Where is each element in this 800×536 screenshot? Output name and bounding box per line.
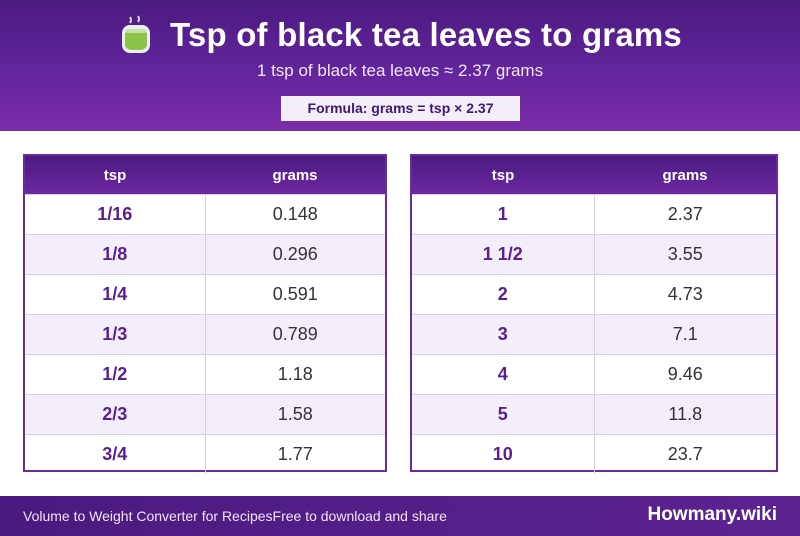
header: Tsp of black tea leaves to grams 1 tsp o… (0, 0, 800, 131)
table-header: tsp grams (412, 156, 776, 194)
tsp-cell: 1/2 (25, 355, 206, 394)
footer: Volume to Weight Converter for RecipesFr… (0, 496, 800, 536)
table-row: 4 9.46 (412, 354, 776, 394)
tsp-cell: 3 (412, 315, 595, 354)
grams-cell: 9.46 (667, 364, 703, 384)
grams-cell: 0.296 (272, 244, 318, 264)
conversion-table-left: tsp grams 1/16 0.148 1/8 0.296 1/4 0.591… (23, 154, 387, 474)
table-row: 1/16 0.148 (25, 194, 385, 234)
grams-cell: 0.148 (272, 204, 318, 224)
tea-cup-icon (122, 15, 150, 53)
tsp-cell: 1/3 (25, 315, 206, 354)
table-row: 1/4 0.591 (25, 274, 385, 314)
grams-cell: 1.58 (277, 404, 313, 424)
tsp-cell: 1/16 (25, 195, 206, 234)
footer-tagline: Volume to Weight Converter for RecipesFr… (23, 508, 447, 524)
tsp-cell: 1 (412, 195, 595, 234)
table-row: 1/3 0.789 (25, 314, 385, 354)
grams-cell: 23.7 (667, 444, 703, 464)
tsp-cell: 10 (412, 435, 595, 474)
grams-cell: 2.37 (667, 204, 703, 224)
column-header-tsp: tsp (103, 166, 127, 184)
page-title: Tsp of black tea leaves to grams (170, 16, 682, 53)
tsp-cell: 3/4 (25, 435, 206, 474)
grams-cell: 3.55 (667, 244, 703, 264)
table-row: 10 23.7 (412, 434, 776, 474)
table-row: 3 7.1 (412, 314, 776, 354)
tsp-cell: 5 (412, 395, 595, 434)
grams-cell: 7.1 (672, 324, 698, 344)
page-subtitle: 1 tsp of black tea leaves ≈ 2.37 grams (256, 61, 544, 80)
table-row: 1/2 1.18 (25, 354, 385, 394)
table-row: 1 2.37 (412, 194, 776, 234)
table-row: 1 1/2 3.55 (412, 234, 776, 274)
grams-cell: 0.591 (272, 284, 318, 304)
grams-cell: 1.18 (277, 364, 313, 384)
formula-badge: Formula: grams = tsp × 2.37 (281, 96, 520, 121)
title-row: Tsp of black tea leaves to grams (0, 14, 800, 56)
table-row: 2/3 1.58 (25, 394, 385, 434)
tsp-cell: 2 (412, 275, 595, 314)
column-header-grams: grams (662, 166, 708, 184)
conversion-table-right: tsp grams 1 2.37 1 1/2 3.55 2 4.73 3 7.1… (410, 154, 778, 474)
column-header-tsp: tsp (491, 166, 515, 184)
footer-brand[interactable]: Howmany.wiki (647, 504, 777, 525)
tsp-cell: 2/3 (25, 395, 206, 434)
table-row: 1/8 0.296 (25, 234, 385, 274)
tsp-cell: 1/8 (25, 235, 206, 274)
tsp-cell: 1/4 (25, 275, 206, 314)
table-row: 2 4.73 (412, 274, 776, 314)
tsp-cell: 4 (412, 355, 595, 394)
grams-cell: 4.73 (667, 284, 703, 304)
table-header: tsp grams (25, 156, 385, 194)
grams-cell: 0.789 (272, 324, 318, 344)
grams-cell: 11.8 (668, 404, 703, 424)
tsp-cell: 1 1/2 (412, 235, 595, 274)
table-row: 3/4 1.77 (25, 434, 385, 474)
table-row: 5 11.8 (412, 394, 776, 434)
grams-cell: 1.77 (277, 444, 313, 464)
column-header-grams: grams (272, 166, 318, 184)
